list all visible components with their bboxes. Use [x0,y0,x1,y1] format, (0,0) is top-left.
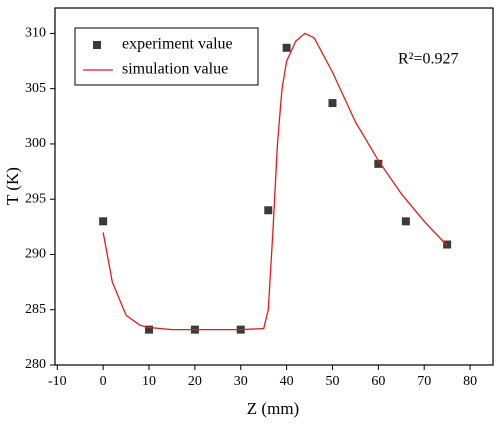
y-tick-label: 300 [25,136,46,151]
x-tick-label: -10 [48,374,67,389]
data-point [443,240,452,249]
y-axis-title: T (K) [3,167,22,205]
y-tick-label: 290 [25,247,46,262]
plot-frame [54,7,494,366]
data-point [374,159,383,168]
x-tick-label: 80 [463,374,477,389]
x-tick-label: 30 [234,374,248,389]
x-tick-label: 20 [188,374,202,389]
y-tick-label: 285 [25,302,46,317]
x-tick-label: 0 [100,374,107,389]
data-point [282,43,291,52]
simulation-line [102,32,448,331]
legend-label: simulation value [122,61,228,78]
x-tick-label: 10 [142,374,156,389]
y-tick-label: 280 [25,357,46,372]
x-tick-label: 50 [325,374,339,389]
y-tick-label: 295 [25,191,46,206]
legend-label: experiment value [122,36,233,53]
data-point [99,217,108,226]
x-tick-label: 70 [417,374,431,389]
data-point [401,217,410,226]
data-point [264,206,273,215]
y-tick-label: 310 [25,26,46,41]
y-tick-label: 305 [25,81,46,96]
x-axis-title: Z (mm) [247,399,299,418]
data-point [145,325,154,334]
x-tick-label: 60 [371,374,385,389]
legend-marker [93,41,101,49]
x-tick-label: 40 [280,374,294,389]
annotation: R²=0.927 [398,51,459,68]
legend-box [74,27,259,86]
data-point [328,99,337,108]
